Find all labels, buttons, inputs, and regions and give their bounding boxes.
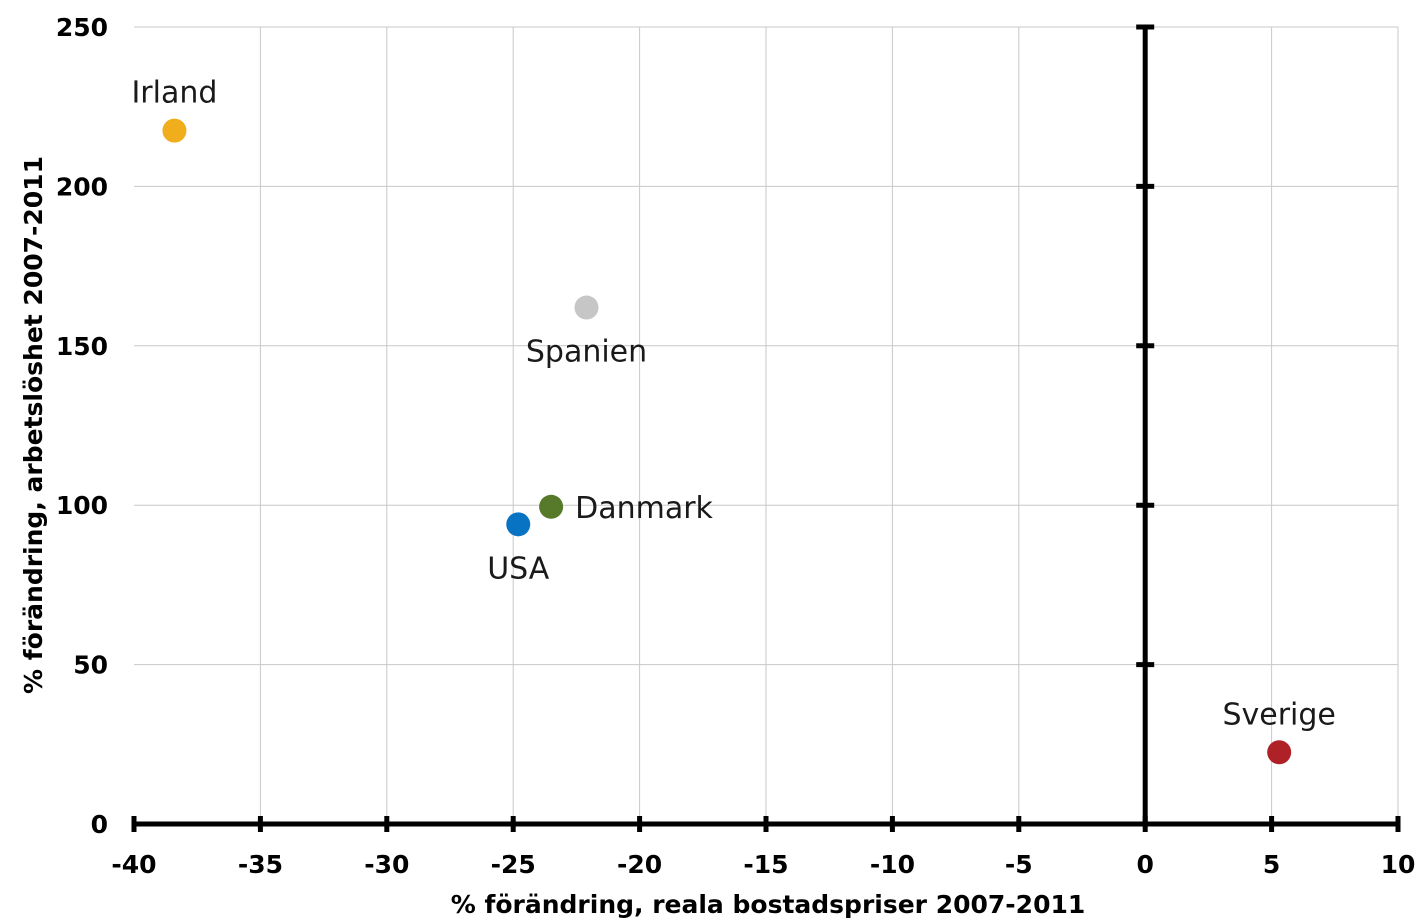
x-tick-label: -20 [617, 850, 662, 879]
x-tick-label: -15 [743, 850, 788, 879]
y-axis-title: % förändring, arbetslöshet 2007-2011 [19, 156, 48, 694]
axes [131, 24, 1401, 832]
point-sverige [1267, 740, 1292, 765]
point-irland [162, 118, 187, 143]
x-axis-title: % förändring, reala bostadspriser 2007-2… [451, 890, 1086, 919]
point-usa [506, 512, 531, 537]
data-points [162, 118, 1292, 765]
point-label-spanien: Spanien [526, 335, 647, 370]
x-tick-label: -5 [1005, 850, 1033, 879]
y-tick-label: 0 [91, 810, 108, 839]
y-tick-label: 100 [56, 491, 108, 520]
x-tick-label: -40 [111, 850, 156, 879]
point-label-usa: USA [487, 551, 550, 586]
x-tick-label: 0 [1136, 850, 1153, 879]
point-label-irland: Irland [131, 76, 217, 111]
point-label-sverige: Sverige [1222, 697, 1335, 732]
point-labels: Irland Spanien Danmark USA Sverige [131, 76, 1335, 733]
tick-labels: -40 -35 -30 -25 -20 -15 -10 -5 0 5 100501001502002… [56, 13, 1416, 879]
x-tick-label: 5 [1263, 850, 1280, 879]
point-danmark [539, 494, 564, 519]
x-tick-label: -35 [238, 850, 283, 879]
y-tick-label: 250 [56, 13, 108, 42]
x-tick-label: -25 [491, 850, 536, 879]
point-spanien [574, 295, 599, 320]
x-tick-label: -30 [364, 850, 409, 879]
point-label-danmark: Danmark [575, 491, 713, 526]
y-tick-label: 150 [56, 332, 108, 361]
y-tick-label: 50 [73, 651, 108, 680]
grid [134, 26, 1399, 824]
y-tick-label: 200 [56, 172, 108, 201]
x-tick-label: 10 [1381, 850, 1416, 879]
x-tick-label: -10 [870, 850, 915, 879]
